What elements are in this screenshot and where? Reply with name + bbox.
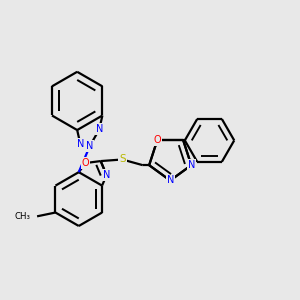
Text: N: N <box>167 176 174 185</box>
Text: CH₃: CH₃ <box>14 212 30 221</box>
Text: N: N <box>86 141 94 151</box>
Text: N: N <box>188 160 195 170</box>
Text: O: O <box>82 158 89 168</box>
Text: N: N <box>96 124 103 134</box>
Text: N: N <box>77 139 84 149</box>
Text: S: S <box>119 154 125 164</box>
Text: N: N <box>103 170 110 180</box>
Text: O: O <box>153 135 161 146</box>
